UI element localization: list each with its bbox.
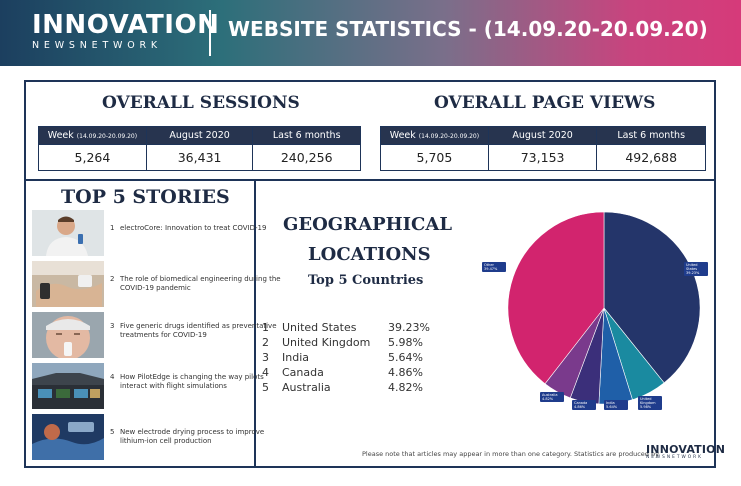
story-item-4[interactable]: 4 How PilotEdge is changing the way pilo… [32, 363, 264, 409]
pie-label-australia: Australia 4.82% [540, 392, 564, 402]
story-4-text[interactable]: How PilotEdge is changing the way pilots… [120, 373, 264, 390]
country-5-number: 5 [262, 381, 269, 394]
content-frame [24, 80, 716, 468]
pie-chart-svg [507, 211, 701, 405]
country-2-name: United Kingdom [282, 336, 371, 349]
country-3-pct: 5.64% [388, 351, 423, 364]
country-4-pct: 4.86% [388, 366, 423, 379]
country-1-number: 1 [262, 321, 269, 334]
geo-subtitle: Top 5 Countries [308, 273, 424, 288]
header-divider [209, 10, 211, 56]
country-row-2: 2 United Kingdom 5.98% [262, 336, 432, 351]
pie-label-canada: Canada 4.86% [572, 400, 596, 410]
pie-label-united-states: United States 39.23% [684, 262, 708, 276]
story-3-image [32, 312, 104, 358]
frame-horizontal-divider [24, 179, 716, 181]
geo-title-line2: LOCATIONS [308, 244, 431, 265]
story-item-2[interactable]: 2 The role of biomedical engineering dur… [32, 261, 281, 307]
sessions-title: OVERALL SESSIONS [102, 93, 300, 113]
footer-logo-sub: NEWSNETWORK [646, 455, 703, 460]
country-3-number: 3 [262, 351, 269, 364]
sessions-august-header: August 2020 [145, 126, 254, 145]
story-4-image [32, 363, 104, 409]
story-2-image [32, 261, 104, 307]
pageviews-week-value: 5,705 [380, 144, 489, 171]
story-4-number: 4 [110, 373, 115, 381]
sessions-6months-header: Last 6 months [252, 126, 361, 145]
country-row-4: 4 Canada 4.86% [262, 366, 432, 381]
story-5-image [32, 414, 104, 460]
pageviews-table: Week (14.09.20-20.09.20) August 2020 Las… [380, 126, 706, 171]
pageviews-august-value: 73,153 [487, 144, 598, 171]
pie-label-united-kingdom: United Kingdom 5.98% [638, 396, 662, 410]
pie-slice-united-states [603, 211, 701, 384]
story-3-text[interactable]: Five generic drugs identified as prevent… [120, 322, 277, 339]
story-2-number: 2 [110, 275, 115, 283]
story-5-text[interactable]: New electrode drying process to improve … [120, 428, 265, 445]
story-1-image [32, 210, 104, 256]
story-3-number: 3 [110, 322, 115, 330]
country-2-number: 2 [262, 336, 269, 349]
story-item-5[interactable]: 5 New electrode drying process to improv… [32, 414, 264, 460]
country-row-5: 5 Australia 4.82% [262, 381, 432, 396]
sessions-week-value: 5,264 [38, 144, 147, 171]
pageviews-6months-value: 492,688 [596, 144, 706, 171]
country-5-pct: 4.82% [388, 381, 423, 394]
pageviews-6months-header: Last 6 months [596, 126, 706, 145]
pageviews-week-header: Week (14.09.20-20.09.20) [380, 126, 489, 145]
story-1-number: 1 [110, 224, 115, 232]
footer-logo-main: INNOVATION [646, 443, 726, 456]
country-3-name: India [282, 351, 309, 364]
pageviews-title: OVERALL PAGE VIEWS [434, 93, 656, 113]
geo-pie-chart: United States 39.23% United Kingdom 5.98%… [476, 198, 716, 428]
page-title: WEBSITE STATISTICS - (14.09.20-20.09.20) [228, 17, 708, 41]
sessions-table: Week (14.09.20-20.09.20) August 2020 Las… [38, 126, 361, 171]
story-item-1[interactable]: 1 electroCore: Innovation to treat COVID… [32, 210, 266, 256]
logo-main-text: INNOVATION [32, 10, 220, 40]
country-2-pct: 5.98% [388, 336, 423, 349]
country-1-name: United States [282, 321, 357, 334]
sessions-week-header: Week (14.09.20-20.09.20) [38, 126, 147, 145]
stories-title: TOP 5 STORIES [61, 186, 230, 208]
country-4-name: Canada [282, 366, 324, 379]
sessions-6months-value: 240,256 [252, 144, 361, 171]
frame-vertical-divider [254, 180, 256, 468]
geo-title-line1: GEOGRAPHICAL [283, 214, 452, 235]
pie-label-india: India 5.64% [604, 400, 628, 410]
innovation-news-network-logo: INNOVATION NEWSNETWORK [32, 10, 220, 56]
country-row-1: 1 United States 39.23% [262, 321, 432, 336]
country-4-number: 4 [262, 366, 269, 379]
country-row-3: 3 India 5.64% [262, 351, 432, 366]
country-1-pct: 39.23% [388, 321, 430, 334]
header-banner: INNOVATION NEWSNETWORK WEBSITE STATISTIC… [0, 0, 741, 66]
pie-slice-other [507, 211, 605, 385]
story-2-text[interactable]: The role of biomedical engineering durin… [120, 275, 281, 292]
footer-logo: INNOVATION NEWSNETWORK [646, 444, 725, 461]
logo-sub-text: NEWSNETWORK [32, 40, 162, 51]
country-5-name: Australia [282, 381, 331, 394]
story-1-text[interactable]: electroCore: Innovation to treat COVID-1… [120, 224, 267, 232]
story-item-3[interactable]: 3 Five generic drugs identified as preve… [32, 312, 277, 358]
pie-label-other: Other 39.47% [482, 262, 506, 272]
sessions-august-value: 36,431 [145, 144, 254, 171]
footer-note: Please note that articles may appear in … [362, 450, 659, 458]
story-5-number: 5 [110, 428, 115, 436]
pageviews-august-header: August 2020 [487, 126, 598, 145]
